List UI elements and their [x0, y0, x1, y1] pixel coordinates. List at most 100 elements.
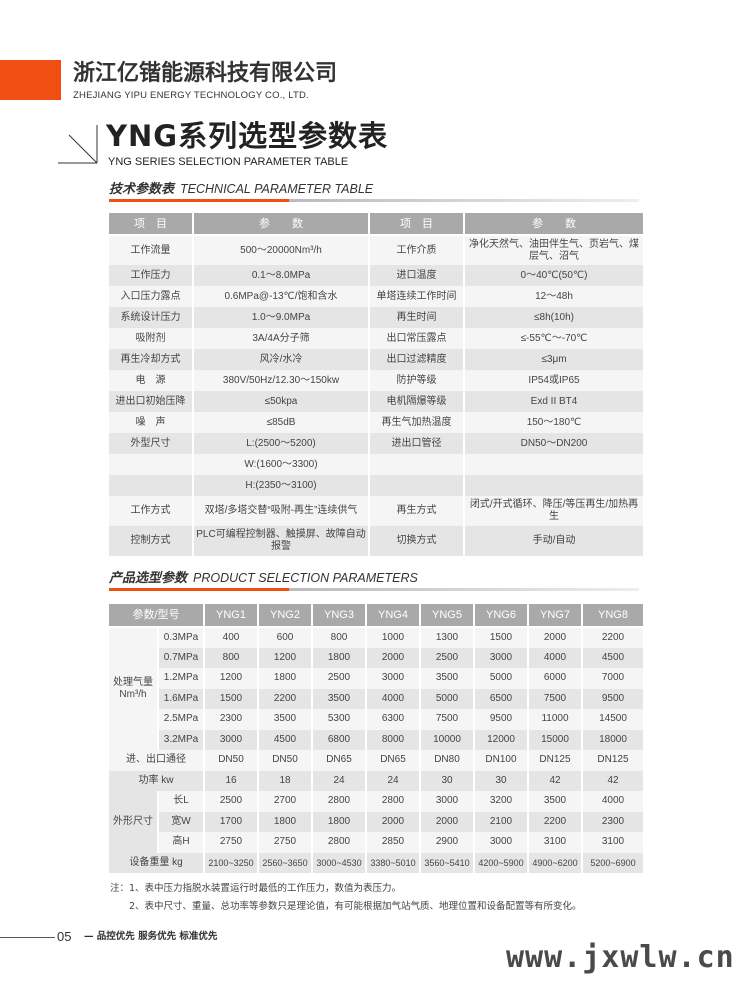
- flow-value: 4000: [528, 647, 583, 668]
- table-row: 进出口初始压降 ≤50kpa 电机隔爆等级 Exd II BT4: [109, 391, 645, 412]
- param-name: 进出口管径: [369, 433, 465, 454]
- table-row: 电 源 380V/50Hz/12.30～150kw 防护等级 IP54或IP65: [109, 370, 645, 391]
- dimension-value: 3100: [528, 832, 583, 853]
- param-name: 再生时间: [369, 307, 465, 328]
- dimension-value: 1800: [258, 811, 313, 832]
- param-name: 单塔连续工作时间: [369, 286, 465, 307]
- table-row: 外形尺寸 长L 2500 2700 2800 2800 3000 3200 3500 4000: [109, 791, 645, 853]
- weight-value: 4900~6200: [528, 852, 583, 873]
- port-size-value: DN100: [474, 750, 529, 771]
- param-value: 150～180℃: [464, 412, 645, 433]
- table-row: 进、出口通径 DN50 DN50 DN65 DN65 DN80 DN100 DN125 DN12…: [109, 750, 645, 771]
- model-header: YNG6: [474, 604, 529, 628]
- column-header: 项 目: [109, 213, 194, 236]
- flow-label: 处理气量 Nm³/h: [109, 627, 159, 750]
- port-size-value: DN65: [312, 750, 367, 771]
- table-row: 高H 2750 2750 2800 2850 2900 3000 3100 3100: [109, 832, 645, 853]
- dimension-value: 2000: [420, 811, 475, 832]
- flow-value: 1500: [204, 688, 259, 709]
- param-name: 工作压力: [109, 265, 194, 286]
- dimension-value: 2300: [582, 811, 645, 832]
- param-value: 风冷/水冷: [193, 349, 370, 370]
- flow-value: 1300: [420, 627, 475, 648]
- param-name: [369, 454, 465, 475]
- power-value: 42: [528, 770, 583, 791]
- param-name: 出口过滤精度: [369, 349, 465, 370]
- dimension-value: 2750: [258, 832, 313, 853]
- power-value: 16: [204, 770, 259, 791]
- dimension-value: 4000: [582, 791, 645, 812]
- flow-value: 7500: [528, 688, 583, 709]
- table-row: 入口压力露点 0.6MPa@-13℃/饱和含水 单塔连续工作时间 12～48h: [109, 286, 645, 307]
- flow-value: 4500: [582, 647, 645, 668]
- flow-value: 12000: [474, 729, 529, 750]
- section-underline: [109, 199, 639, 202]
- dimension-value: 2000: [366, 811, 421, 832]
- column-header: 参 数: [193, 213, 370, 236]
- table-row: 噪 声 ≤85dB 再生气加热温度 150～180℃: [109, 412, 645, 433]
- power-value: 42: [582, 770, 645, 791]
- table-row: 系统设计压力 1.0～9.0MPa 再生时间 ≤8h(10h): [109, 307, 645, 328]
- dimension-value: 2500: [204, 791, 259, 812]
- param-value: 3A/4A分子筛: [193, 328, 370, 349]
- column-header: 项 目: [369, 213, 465, 236]
- param-value: 0.6MPa@-13℃/饱和含水: [193, 286, 370, 307]
- param-name: 入口压力露点: [109, 286, 194, 307]
- port-size-value: DN50: [204, 750, 259, 771]
- dimension-key: 长L: [158, 791, 205, 812]
- flow-value: 5300: [312, 709, 367, 730]
- model-header: YNG1: [204, 604, 259, 628]
- flow-value: 600: [258, 627, 313, 648]
- power-value: 30: [420, 770, 475, 791]
- flow-value: 800: [312, 627, 367, 648]
- param-name: 控制方式: [109, 526, 194, 556]
- flow-value: 8000: [366, 729, 421, 750]
- dimension-value: 3200: [474, 791, 529, 812]
- corner-header: 参数/型号: [109, 604, 205, 628]
- param-value: 闭式/开式循环、降压/等压再生/加热再生: [464, 496, 645, 526]
- param-value: H:(2350～3100): [193, 475, 370, 496]
- table-row: 2.5MPa 2300 3500 5300 6300 7500 9500 11000 14500: [109, 709, 645, 730]
- flow-value: 6300: [366, 709, 421, 730]
- dimension-value: 2900: [420, 832, 475, 853]
- flow-value: 400: [204, 627, 259, 648]
- flow-value: 4500: [258, 729, 313, 750]
- param-value: ≤3μm: [464, 349, 645, 370]
- param-value: PLC可编程控制器、触摸屏、故障自动报警: [193, 526, 370, 556]
- table-row: 处理气量 Nm³/h 0.3MPa 400 600 800 1000 1300 1500 200…: [109, 627, 645, 750]
- company-name-cn: 浙江亿锴能源科技有限公司: [73, 61, 338, 86]
- param-value: ≤50kpa: [193, 391, 370, 412]
- flow-value: 2500: [420, 647, 475, 668]
- footer-divider: [0, 937, 55, 938]
- param-name: 再生气加热温度: [369, 412, 465, 433]
- table-row: 控制方式 PLC可编程控制器、触摸屏、故障自动报警 切换方式 手动/自动: [109, 526, 645, 556]
- tech-title-cn: 技术参数表: [109, 182, 175, 197]
- param-value: 500～20000Nm³/h: [193, 235, 370, 265]
- power-label: 功率 kw: [109, 770, 205, 791]
- table-row: 宽W 1700 1800 1800 2000 2000 2100 2200 2300: [109, 811, 645, 832]
- power-value: 24: [312, 770, 367, 791]
- param-name: 工作方式: [109, 496, 194, 526]
- model-header: YNG7: [528, 604, 583, 628]
- power-value: 18: [258, 770, 313, 791]
- param-value: 双塔/多塔交替“吸附-再生”连续供气: [193, 496, 370, 526]
- table-row: 工作方式 双塔/多塔交替“吸附-再生”连续供气 再生方式 闭式/开式循环、降压/等压再…: [109, 496, 645, 526]
- flow-value: 5000: [474, 668, 529, 689]
- param-value: L:(2500～5200): [193, 433, 370, 454]
- param-name: [369, 475, 465, 496]
- table-row: W:(1600～3300): [109, 454, 645, 475]
- dimension-key: 宽W: [158, 811, 205, 832]
- dimension-value: 2700: [258, 791, 313, 812]
- param-value: 0～40℃(50℃): [464, 265, 645, 286]
- company-name-en: ZHEJIANG YIPU ENERGY TECHNOLOGY CO., LTD…: [73, 90, 309, 101]
- param-value: ≤85dB: [193, 412, 370, 433]
- flow-value: 4000: [366, 688, 421, 709]
- param-value: ≤-55℃～-70℃: [464, 328, 645, 349]
- table-row: 1.2MPa 1200 1800 2500 3000 3500 5000 6000 7000: [109, 668, 645, 689]
- param-name: [109, 454, 194, 475]
- param-name: 工作介质: [369, 235, 465, 265]
- flow-value: 5000: [420, 688, 475, 709]
- table-row: H:(2350～3100): [109, 475, 645, 496]
- model-header: YNG5: [420, 604, 475, 628]
- dimension-value: 3000: [420, 791, 475, 812]
